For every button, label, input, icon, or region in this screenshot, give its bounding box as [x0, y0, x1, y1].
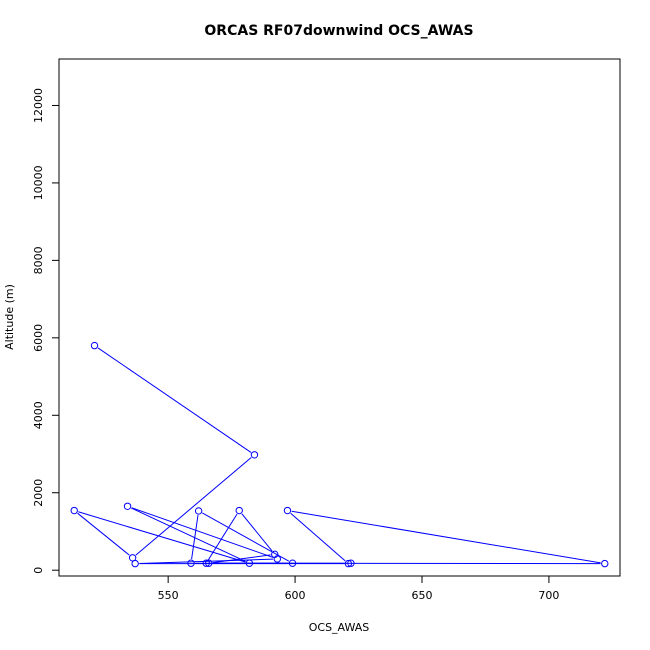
- series-0-segment-11: [191, 515, 199, 560]
- x-tick-label-3: 700: [538, 589, 559, 602]
- series-0-point-14: [202, 559, 210, 567]
- y-tick-label-3: 6000: [32, 324, 45, 352]
- series-0-point-15: [235, 506, 243, 515]
- series-0-segment-5: [131, 507, 274, 559]
- series-0-segment-1: [135, 457, 252, 556]
- y-tick-label-0: 0: [32, 567, 45, 574]
- series-0-segment-4: [131, 507, 246, 562]
- y-axis-label: Altitude (m): [3, 284, 16, 350]
- x-axis: 550 600 650 700: [158, 576, 559, 602]
- series-0-point-7: [131, 559, 139, 568]
- y-tick-label-5: 10000: [32, 165, 45, 200]
- series-0-segment-15: [241, 513, 273, 552]
- series-0-point-11: [187, 559, 195, 567]
- series-0-point-13: [288, 559, 297, 567]
- chart-title: ORCAS RF07downwind OCS_AWAS: [204, 23, 473, 39]
- series-0-point-4: [245, 559, 254, 567]
- series-0-segment-16: [212, 554, 271, 564]
- series-0-segment-2: [77, 512, 130, 556]
- series-layer: [70, 341, 609, 568]
- series-0-point-8: [344, 559, 353, 568]
- series-0-point-17: [205, 559, 213, 567]
- series-0-segment-12: [202, 512, 290, 562]
- y-axis: 0 2000 4000 6000 8000 10000 12000: [32, 88, 59, 574]
- series-0-point-0: [90, 341, 99, 350]
- series-0-point-18: [347, 559, 355, 567]
- series-0-point-9: [283, 506, 292, 515]
- series-0-point-16: [271, 550, 279, 559]
- series-0-point-10: [601, 559, 609, 568]
- y-tick-label-4: 8000: [32, 246, 45, 274]
- series-0-point-5: [123, 502, 132, 510]
- y-tick-label-6: 12000: [32, 88, 45, 123]
- x-tick-label-2: 650: [412, 589, 433, 602]
- series-0-point-1: [250, 451, 259, 459]
- series-0-point-3: [70, 506, 78, 515]
- series-0-segment-0: [97, 347, 252, 453]
- series-0-segment-9: [291, 510, 601, 564]
- x-tick-label-0: 550: [158, 589, 179, 602]
- y-tick-label-1: 2000: [32, 479, 45, 507]
- x-axis-label: OCS_AWAS: [309, 621, 370, 634]
- y-tick-label-2: 4000: [32, 401, 45, 429]
- series-0-point-12: [194, 507, 203, 515]
- series-0-segment-3: [78, 511, 246, 563]
- plot-frame: [58, 58, 621, 577]
- series-0-segment-14: [208, 513, 238, 560]
- series-0-segment-8: [290, 512, 346, 562]
- x-tick-label-1: 600: [285, 589, 306, 602]
